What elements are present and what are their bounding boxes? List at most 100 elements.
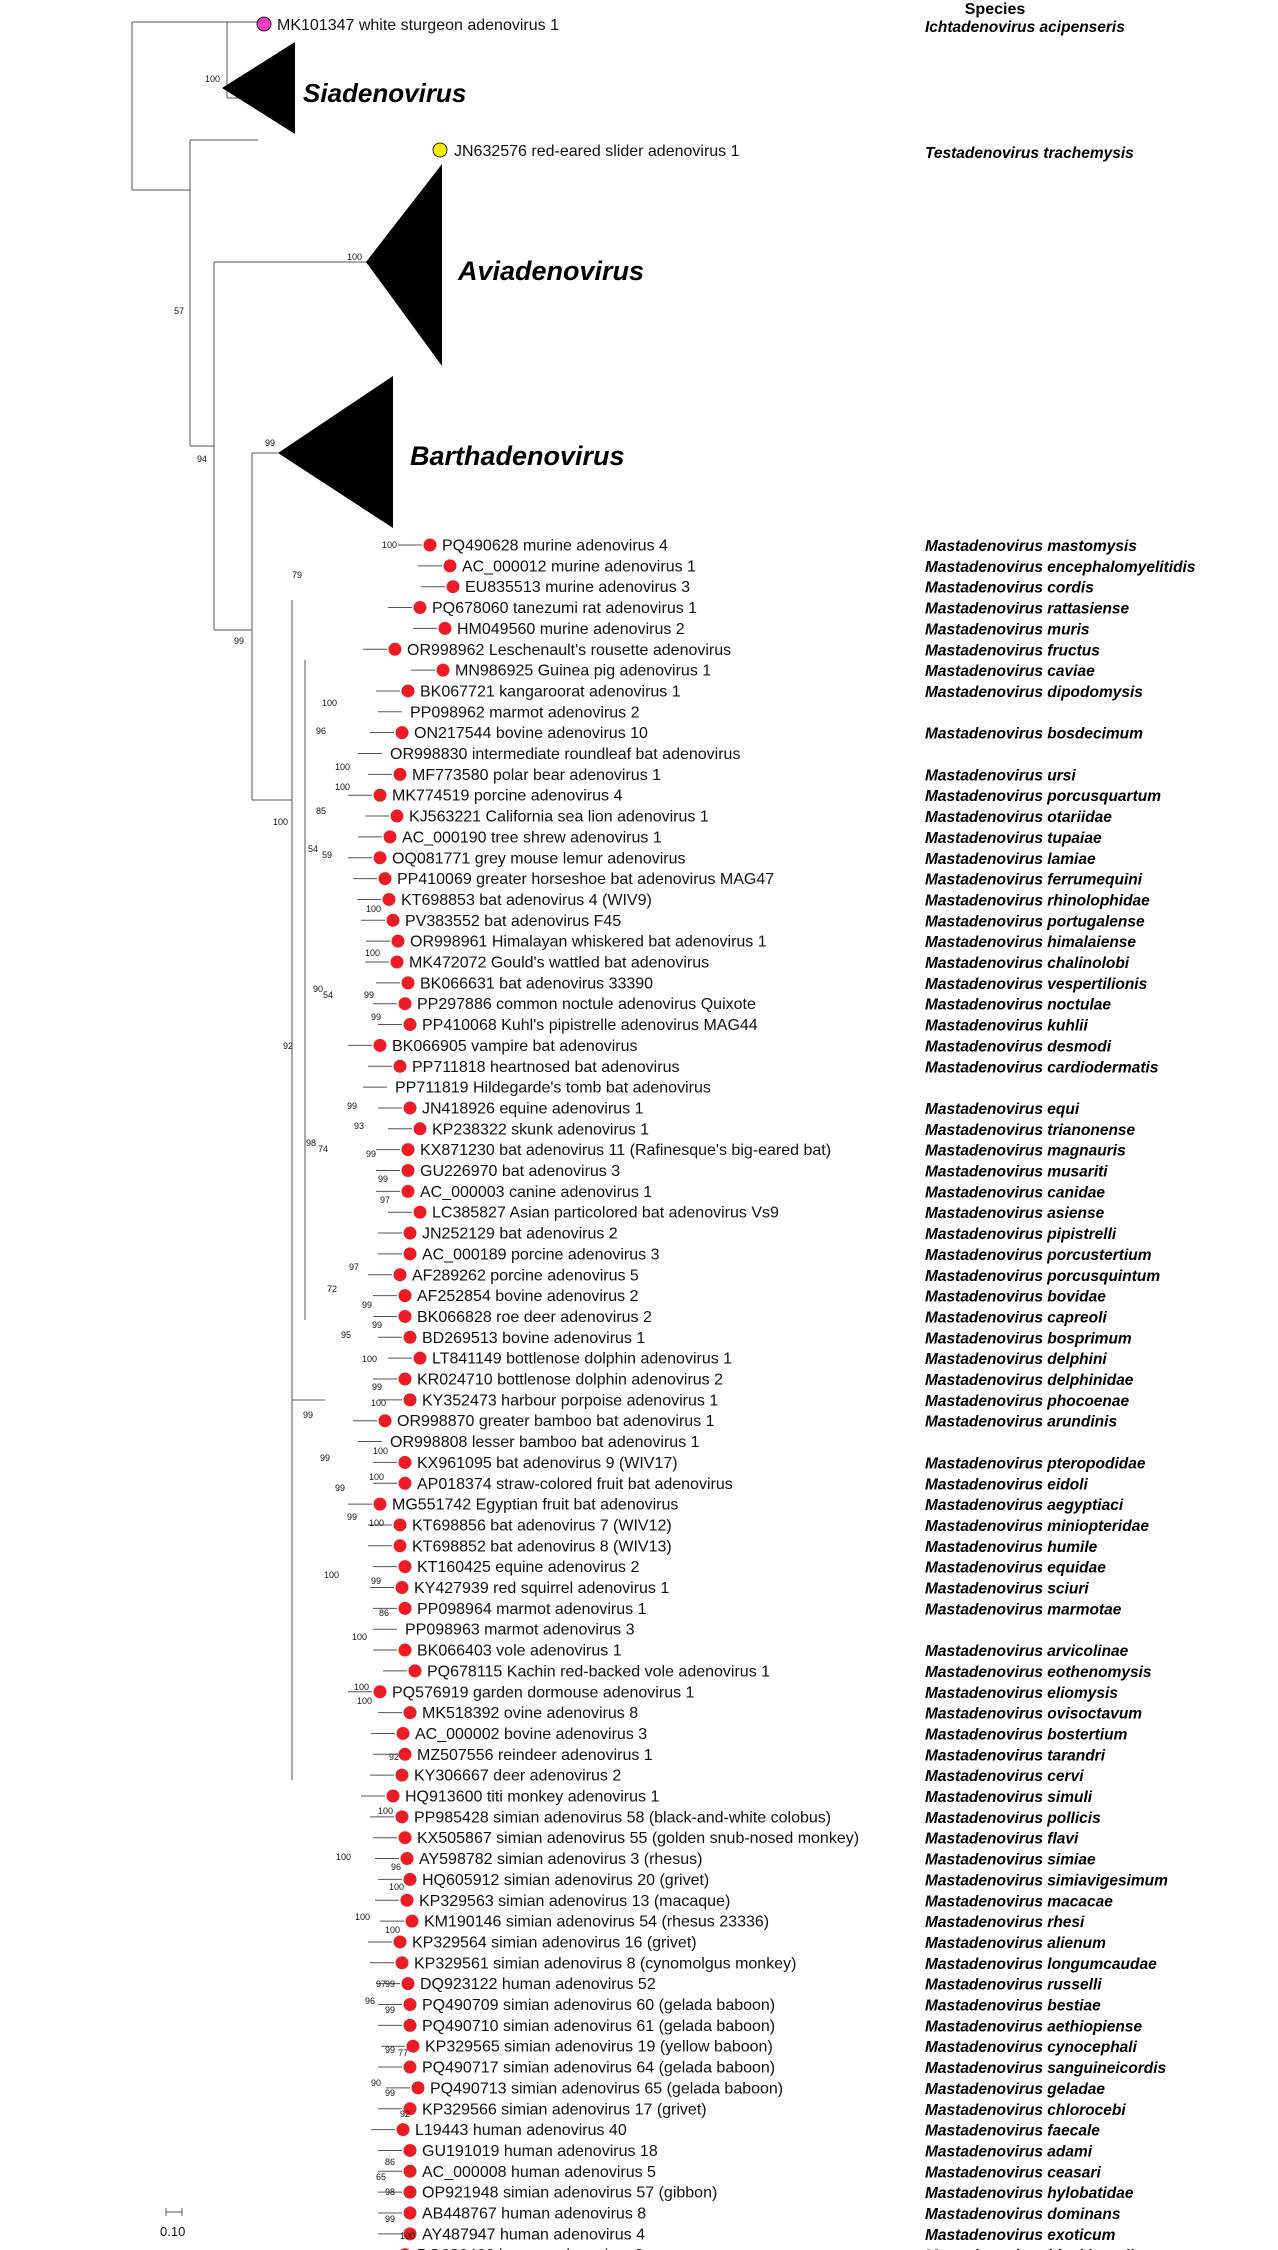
- tip-dot: [395, 1768, 409, 1782]
- taxon-row: KT698853 bat adenovirus 4 (WIV9) Mastaden…: [357, 892, 1150, 909]
- taxon-label: KT698856 bat adenovirus 7 (WIV12): [412, 1517, 672, 1534]
- support-value: 99: [303, 1410, 313, 1420]
- support-value: 100: [362, 1354, 377, 1364]
- taxon-row: KP329566 simian adenovirus 17 (grivet) Ma…: [378, 2101, 1126, 2119]
- support-value: 100: [373, 1446, 388, 1456]
- taxon-row: PP711819 Hildegarde's tomb bat adenoviru…: [363, 1080, 711, 1097]
- taxon-label: PP098964 marmot adenovirus 1: [417, 1601, 647, 1618]
- taxon-row: PP711818 heartnosed bat adenovirus Mastad…: [368, 1059, 1159, 1076]
- species-name: Mastadenovirus encephalomyelitidis: [925, 559, 1196, 576]
- taxon-row: MZ507556 reindeer adenovirus 1 Mastadenov…: [373, 1747, 1106, 1764]
- tip-dot: [403, 2102, 417, 2116]
- species-name: Mastadenovirus rhinolophidae: [925, 892, 1150, 909]
- support-value: 97: [376, 1979, 386, 1989]
- taxon-row: KP238322 skunk adenovirus 1 Mastadenoviru…: [388, 1121, 1136, 1139]
- species-name: Mastadenovirus simuli: [925, 1789, 1093, 1806]
- taxon-label: OP921948 simian adenovirus 57 (gibbon): [422, 2185, 717, 2202]
- tip-dot: [398, 1309, 412, 1323]
- taxon-row: KJ563221 California sea lion adenovirus …: [365, 809, 1112, 826]
- support-value: 100: [273, 817, 288, 827]
- species-name: Mastadenovirus cardiodermatis: [925, 1059, 1159, 1076]
- tip-dot: [411, 2081, 425, 2095]
- species-name: Mastadenovirus noctulae: [925, 997, 1111, 1014]
- taxon-row: BK066828 roe deer adenovirus 2 Mastadenov…: [373, 1309, 1107, 1326]
- tip-dot: [256, 16, 272, 32]
- species-name: Mastadenovirus russelli: [925, 1977, 1102, 1994]
- taxon-row: KP329565 simian adenovirus 19 (yellow ba…: [381, 2039, 1138, 2056]
- tip-dot: [382, 892, 396, 906]
- backbone-branches: 57 94 99 100: [131, 21, 368, 1780]
- taxon-row: MK518392 ovine adenovirus 8 Mastadenoviru…: [378, 1705, 1142, 1723]
- tip-dot: [401, 1164, 415, 1177]
- taxon-row: EU835513 murine adenovirus 3 Mastadenovir…: [421, 579, 1094, 597]
- taxon-row: OP921948 simian adenovirus 57 (gibbon) Ma…: [378, 2185, 1134, 2202]
- taxon-row: MF773580 polar bear adenovirus 1 Mastaden…: [368, 767, 1076, 784]
- support-value: 99: [378, 1174, 388, 1184]
- species-name: Mastadenovirus delphinidae: [925, 1372, 1134, 1389]
- taxon-label: PP711819 Hildegarde's tomb bat adenoviru…: [395, 1080, 711, 1097]
- support-value: 77: [398, 2048, 408, 2058]
- support-value: 100: [369, 1518, 384, 1528]
- taxon-label: DQ086466 human adenovirus 3: [417, 2247, 644, 2250]
- support-value: 99: [371, 1576, 381, 1586]
- taxon-row: OR998808 lesser bamboo bat adenovirus 1: [358, 1434, 700, 1451]
- taxon-label: OR998830 intermediate roundleaf bat aden…: [390, 746, 740, 763]
- species-name: Mastadenovirus marmotae: [925, 1601, 1122, 1618]
- outgroup-taxon-sturgeon: MK101347 white sturgeon adenovirus 1 Ich…: [256, 16, 1125, 36]
- support-value: 100: [382, 540, 397, 550]
- support-value: 99: [366, 1149, 376, 1159]
- taxon-row: AC_000190 tree shrew adenovirus 1 Mastade…: [358, 829, 1102, 847]
- taxon-label: PP410068 Kuhl's pipistrelle adenovirus M…: [422, 1017, 758, 1034]
- taxon-row: PP098964 marmot adenovirus 1 Mastadenovir…: [373, 1601, 1122, 1618]
- taxon-label: KP329561 simian adenovirus 8 (cynomolgus…: [414, 1955, 796, 1972]
- clade-label: Barthadenovirus: [410, 441, 625, 471]
- taxon-label: KX505867 simian adenovirus 55 (golden sn…: [417, 1830, 859, 1847]
- species-name: Mastadenovirus phocoenae: [925, 1393, 1130, 1410]
- taxon-label: BD269513 bovine adenovirus 1: [422, 1330, 645, 1347]
- taxon-row: PQ490709 simian adenovirus 60 (gelada ba…: [378, 1997, 1101, 2015]
- taxon-label: MK472072 Gould's wattled bat adenovirus: [409, 955, 709, 972]
- taxon-label: JN418926 equine adenovirus 1: [422, 1100, 644, 1117]
- species-name: Mastadenovirus miniopteridae: [925, 1518, 1149, 1535]
- tip-dot: [398, 1476, 412, 1490]
- clade-label: Aviadenovirus: [457, 256, 644, 286]
- support-value: 100: [347, 252, 362, 262]
- taxon-row: PP410069 greater horseshoe bat adenoviru…: [353, 871, 1143, 889]
- species-name: Mastadenovirus sanguineicordis: [925, 2060, 1167, 2077]
- taxon-label: MK774519 porcine adenovirus 4: [392, 788, 622, 805]
- taxon-label: MF773580 polar bear adenovirus 1: [412, 767, 661, 784]
- taxon-label: PQ678115 Kachin red-backed vole adenovir…: [427, 1663, 770, 1680]
- support-value: 97: [380, 1195, 390, 1205]
- taxon-row: BK066631 bat adenovirus 33390 Mastadenovi…: [376, 975, 1148, 993]
- species-name: Mastadenovirus aethiopiense: [925, 2018, 1142, 2035]
- support-value: 98: [385, 2187, 395, 2197]
- taxon-label: KP238322 skunk adenovirus 1: [432, 1121, 649, 1138]
- collapsed-clade-aviadenovirus: 100 Aviadenovirus: [347, 164, 644, 366]
- taxon-row: DQ923122 human adenovirus 52 Mastadenovir…: [376, 1976, 1102, 1994]
- taxon-row: OR998962 Leschenault's rousette adenovir…: [363, 642, 1100, 659]
- taxon-label: LT841149 bottlenose dolphin adenovirus 1: [432, 1351, 732, 1368]
- support-value: 100: [357, 1696, 372, 1706]
- tip-dot: [398, 1372, 412, 1386]
- taxon-row: PP098962 marmot adenovirus 2: [378, 704, 640, 721]
- taxon-row: KT698852 bat adenovirus 8 (WIV13) Mastade…: [368, 1538, 1098, 1556]
- species-name: Mastadenovirus porcusquintum: [925, 1268, 1160, 1285]
- tip-dot: [403, 1018, 417, 1032]
- support-value: 85: [316, 806, 326, 816]
- species-name: Mastadenovirus exoticum: [925, 2227, 1116, 2244]
- taxon-label: AY598782 simian adenovirus 3 (rhesus): [419, 1851, 702, 1868]
- taxon-label: PV383552 bat adenovirus F45: [405, 913, 621, 930]
- taxon-label: AF252854 bovine adenovirus 2: [417, 1288, 639, 1305]
- taxon-label: KT698853 bat adenovirus 4 (WIV9): [401, 892, 652, 909]
- support-value: 72: [327, 1284, 337, 1294]
- tip-dot: [395, 1810, 409, 1824]
- tip-dot: [393, 767, 407, 781]
- taxon-row: MG551742 Egyptian fruit bat adenovirus Ma…: [348, 1497, 1124, 1514]
- taxon-label: MK101347 white sturgeon adenovirus 1: [277, 17, 559, 34]
- tip-dot: [395, 726, 409, 740]
- taxon-label: JN252129 bat adenovirus 2: [422, 1226, 618, 1243]
- support-value: 100: [336, 1852, 351, 1862]
- support-value: 57: [174, 306, 184, 316]
- taxon-label: LC385827 Asian particolored bat adenovir…: [432, 1205, 779, 1222]
- taxon-label: AC_000008 human adenovirus 5: [422, 2164, 656, 2181]
